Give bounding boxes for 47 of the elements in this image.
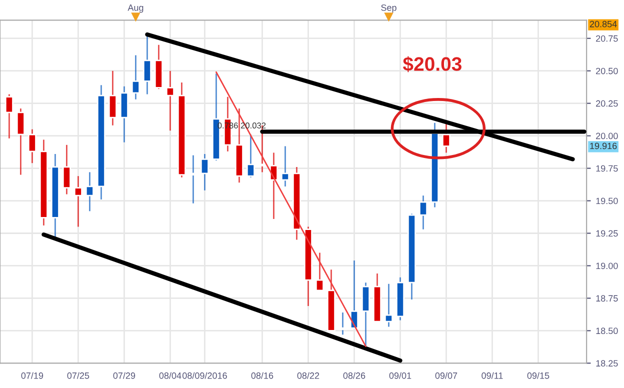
- annotation: $20.03: [402, 56, 462, 72]
- y-tick-label: 19.00: [596, 262, 618, 270]
- y-tick-label: 19.75: [596, 165, 618, 172]
- x-tick-label: 08/04: [159, 372, 182, 379]
- x-tick-label: 08/26: [343, 372, 366, 379]
- x-tick-label: 08/22: [297, 372, 320, 379]
- candlestick: [16, 108, 25, 176]
- candlestick: [131, 54, 140, 100]
- y-tick-label: 18.75: [596, 295, 618, 302]
- y-tick-label: 20.00: [596, 132, 618, 140]
- x-tick-label: 08/09/2016: [182, 372, 227, 379]
- candlestick: [442, 122, 451, 154]
- candlestick: [85, 171, 94, 212]
- candlestick: [384, 283, 393, 328]
- candlestick: [315, 252, 324, 292]
- annotation: 19.916: [590, 142, 617, 150]
- y-tick-label: 20.25: [596, 100, 618, 107]
- x-tick-label: 08/16: [251, 372, 274, 379]
- x-tick-label: 07/29: [113, 372, 136, 379]
- candlestick: [350, 260, 358, 329]
- y-tick-label: 18.25: [596, 360, 618, 367]
- candlestick: [28, 128, 36, 164]
- annotation: 20.854: [590, 20, 617, 28]
- candlestick: [166, 70, 174, 132]
- candlestick: [62, 144, 71, 195]
- text: Aug: [128, 4, 144, 13]
- y-tick-label: 19.50: [596, 198, 618, 204]
- y-tick-label: 20.50: [596, 68, 618, 74]
- candlestick: [4, 94, 14, 140]
- x-tick-label: 09/11: [482, 372, 503, 379]
- candlestick: [418, 194, 428, 230]
- x-tick-label: 09/07: [435, 372, 458, 379]
- x-tick-label: 07/19: [21, 372, 44, 379]
- x-tick-label: 09/15: [527, 372, 550, 379]
- candlestick: [108, 70, 117, 126]
- y-tick-label: 18.50: [596, 328, 618, 334]
- candlestick: [280, 146, 290, 188]
- x-tick-label: 09/01: [389, 372, 412, 379]
- candlestick: [246, 134, 255, 178]
- candlestick: [74, 175, 82, 228]
- text: Sep: [381, 4, 396, 13]
- candlestick: [338, 312, 347, 336]
- candlestick: [142, 34, 152, 95]
- candlestick: [200, 153, 209, 192]
- y-tick-label: 19.25: [596, 230, 618, 237]
- y-tick-label: 20.75: [596, 35, 618, 42]
- x-tick-label: 07/25: [67, 372, 90, 379]
